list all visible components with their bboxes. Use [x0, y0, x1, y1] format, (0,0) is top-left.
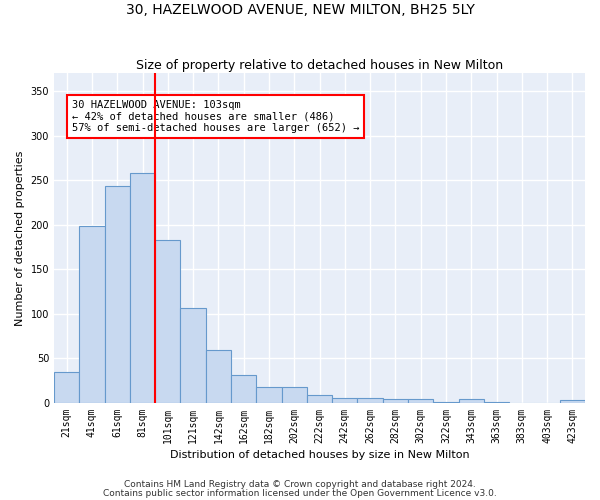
Bar: [155, 240, 181, 403]
Bar: [79, 226, 104, 403]
Bar: [281, 387, 307, 403]
Bar: [560, 400, 585, 403]
Text: Contains HM Land Registry data © Crown copyright and database right 2024.: Contains HM Land Registry data © Crown c…: [124, 480, 476, 489]
Y-axis label: Number of detached properties: Number of detached properties: [15, 150, 25, 326]
Bar: [307, 395, 332, 403]
X-axis label: Distribution of detached houses by size in New Milton: Distribution of detached houses by size …: [170, 450, 469, 460]
Bar: [358, 398, 383, 403]
Bar: [256, 387, 281, 403]
Title: Size of property relative to detached houses in New Milton: Size of property relative to detached ho…: [136, 59, 503, 72]
Text: 30, HAZELWOOD AVENUE, NEW MILTON, BH25 5LY: 30, HAZELWOOD AVENUE, NEW MILTON, BH25 5…: [125, 2, 475, 16]
Bar: [206, 350, 231, 403]
Text: 30 HAZELWOOD AVENUE: 103sqm
← 42% of detached houses are smaller (486)
57% of se: 30 HAZELWOOD AVENUE: 103sqm ← 42% of det…: [72, 100, 359, 133]
Bar: [332, 398, 358, 403]
Bar: [383, 400, 408, 403]
Bar: [408, 400, 433, 403]
Bar: [181, 308, 206, 403]
Bar: [433, 402, 458, 403]
Bar: [231, 376, 256, 403]
Bar: [54, 372, 79, 403]
Bar: [458, 400, 484, 403]
Bar: [484, 402, 509, 403]
Bar: [104, 186, 130, 403]
Bar: [130, 173, 155, 403]
Text: Contains public sector information licensed under the Open Government Licence v3: Contains public sector information licen…: [103, 488, 497, 498]
